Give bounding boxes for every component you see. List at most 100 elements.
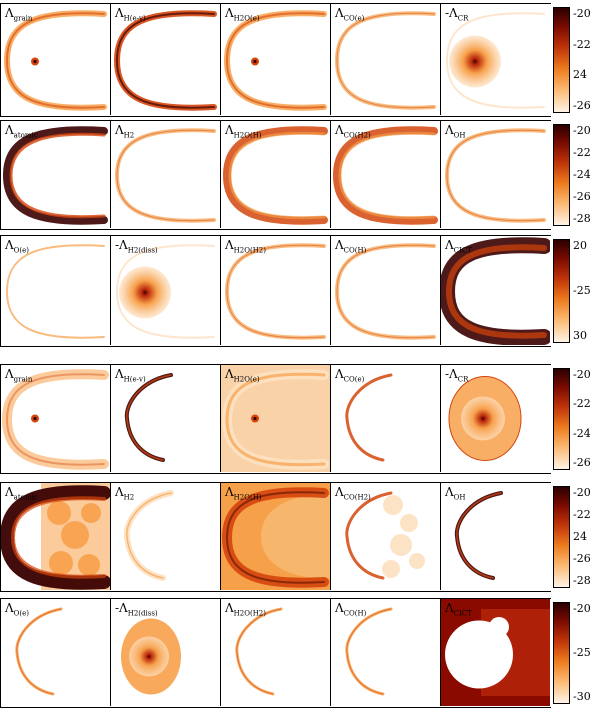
colorbar: [553, 486, 570, 588]
map-panel: ΛCO(H): [331, 599, 440, 706]
panel-row: [0, 120, 551, 230]
map-panel: ΛCICT: [441, 236, 550, 345]
panel-label: ΛCICT: [445, 238, 472, 255]
colorbar-tick-label: -22: [573, 508, 591, 521]
panel-label: ΛCICT: [445, 601, 472, 618]
map-panel: ΛH2O(H2): [221, 599, 330, 706]
shell-mark: [1, 369, 109, 470]
panel-divider: [220, 364, 221, 472]
shell-mark: [115, 244, 215, 339]
panel-image: [334, 11, 436, 110]
panel-label: Λatomic: [5, 123, 38, 140]
panel-divider: [440, 598, 441, 706]
cloud-mark: [383, 495, 403, 515]
map-panel: Λatomic: [1, 483, 110, 590]
panel-label: -ΛH2(diss): [115, 601, 158, 618]
panel-divider: [330, 364, 331, 472]
panel-image: [445, 12, 545, 109]
colorbar: [553, 602, 570, 704]
map-panel: ΛCO(e): [331, 365, 440, 472]
panel-image: [345, 607, 393, 696]
shell-mark: [444, 128, 546, 223]
arc-mark: [126, 492, 172, 579]
panel-image: [332, 126, 438, 225]
colorbar: [553, 368, 570, 470]
arc-mark: [345, 491, 393, 580]
panel-divider: [220, 120, 221, 228]
panel-divider: [330, 482, 331, 590]
map-panel: ΛH2: [111, 121, 220, 228]
colorbar: [553, 124, 570, 226]
shell-mark: [5, 12, 105, 109]
panel-divider: [110, 235, 111, 345]
cloud-mark: [400, 514, 418, 532]
arc-mark: [123, 490, 174, 581]
panel-image: [221, 483, 330, 590]
panel-label: ΛCO(e): [335, 367, 365, 384]
panel-divider: [110, 598, 111, 706]
shell-mark: [5, 244, 105, 339]
panel-image: [124, 373, 173, 462]
map-panel: ΛH2: [111, 483, 220, 590]
panel-label: Λatomic: [5, 485, 38, 502]
panel-divider: [220, 235, 221, 345]
map-panel: ΛH2O(H): [221, 121, 330, 228]
panel-divider: [110, 3, 111, 115]
panel-label: ΛH2O(e): [225, 367, 260, 384]
panel-row: [0, 3, 551, 117]
panel-label: ΛH(e-v): [115, 367, 146, 384]
map-panel: Λatomic: [1, 121, 110, 228]
panel-label: ΛH2O(H2): [225, 601, 266, 618]
panel-row: [0, 364, 551, 474]
panel-image: [448, 376, 522, 461]
shell-mark: [228, 131, 326, 220]
panel-label: ΛOH: [445, 485, 466, 502]
panel-label: ΛH2O(H): [225, 123, 262, 140]
panel-image: [444, 128, 546, 223]
arc-mark: [456, 492, 502, 579]
colorbar-tick-label: -20: [573, 486, 591, 499]
shell-mark: [9, 132, 106, 219]
cloud-mark: [61, 521, 89, 549]
source-core: [33, 59, 37, 64]
arc-mark: [345, 607, 393, 696]
map-panel: -ΛH2(diss): [111, 236, 220, 345]
panel-image: [224, 243, 326, 340]
colorbar-tick-label: -22: [573, 397, 591, 411]
shell-mark: [225, 491, 325, 584]
panel-image: [115, 244, 215, 339]
panel-label: ΛCO(H2): [335, 485, 371, 502]
colorbar-tick-label: -22: [573, 37, 591, 51]
arc-mark: [16, 608, 62, 695]
map-panel: ΛH2O(H): [221, 483, 330, 590]
shell-mark: [2, 126, 108, 225]
colorbar-tick-label: -24: [573, 426, 591, 440]
panel-label: -ΛCR: [445, 367, 469, 384]
panel-divider: [440, 482, 441, 590]
panel-image: [454, 491, 503, 580]
panel-image: [5, 244, 105, 339]
map-panel: ΛCICT: [441, 599, 550, 706]
shell-mark: [336, 12, 435, 109]
shell-mark: [5, 373, 105, 466]
panel-divider: [440, 3, 441, 115]
shell-mark: [445, 12, 545, 109]
cloud-mark: [49, 551, 73, 575]
colorbar-tick-label: 24: [573, 68, 587, 82]
shell-mark: [10, 496, 106, 579]
shell-mark: [115, 12, 215, 109]
panel-label: ΛCO(H2): [335, 123, 371, 140]
map-panel: ΛH2O(e): [221, 4, 330, 115]
shell-mark: [334, 243, 436, 340]
arc-mark: [126, 374, 172, 461]
panel-label: ΛH2O(H2): [225, 238, 266, 255]
blob-mark: [461, 396, 505, 441]
panel-divider: [330, 3, 331, 115]
shell-mark: [445, 244, 547, 339]
panel-label: -ΛCR: [445, 6, 469, 23]
blob-mark: [119, 266, 171, 319]
void-mark: [445, 620, 513, 689]
map-panel: ΛCO(e): [331, 4, 440, 115]
panel-label: -ΛH2(diss): [115, 238, 158, 255]
panel-image: [1, 483, 110, 590]
